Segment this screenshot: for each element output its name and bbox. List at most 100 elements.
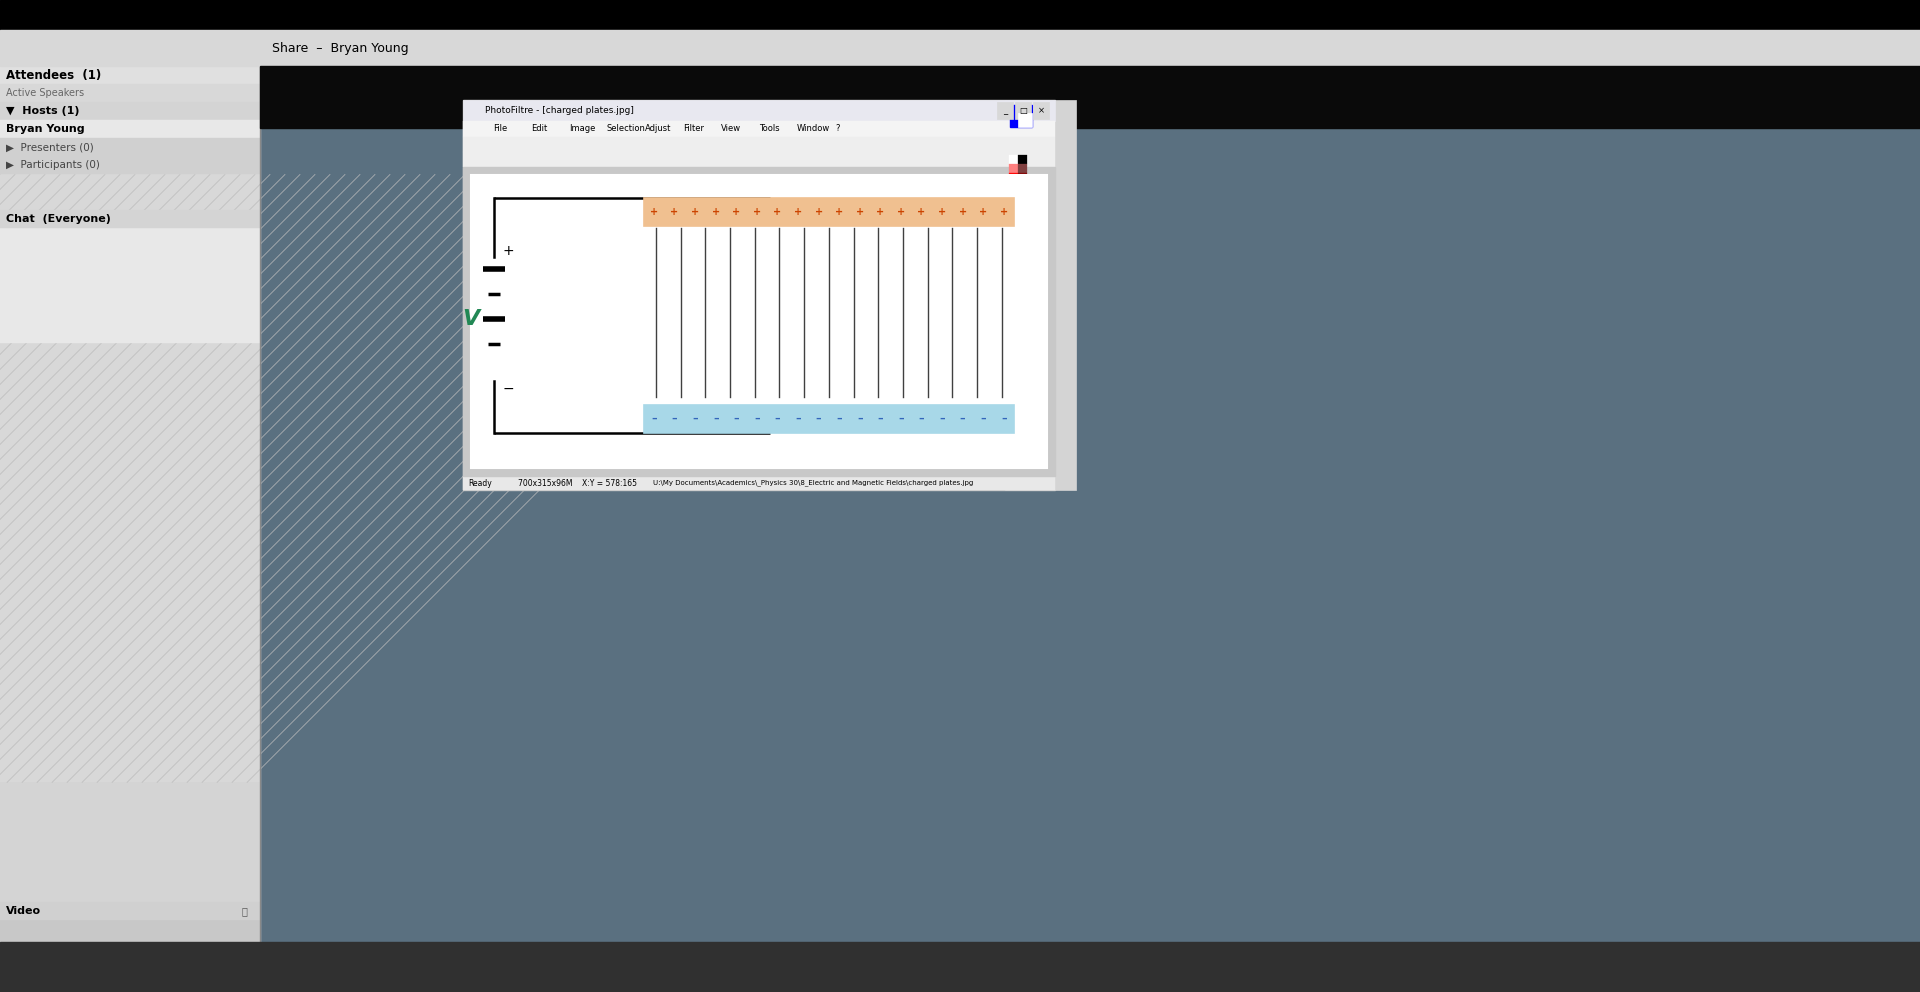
Bar (643, 198, 1014, 226)
Bar (0, 30, 1920, 66)
Bar (1018, 200, 1027, 209)
Bar (1008, 249, 1021, 260)
Bar (0, 84, 259, 102)
Text: –: – (712, 414, 718, 424)
Bar (463, 152, 1054, 167)
Text: ?: ? (835, 124, 839, 134)
Text: –: – (939, 414, 945, 424)
Bar (0, 157, 259, 175)
Bar (1025, 291, 1039, 302)
Text: +: + (774, 207, 781, 217)
Bar (1018, 113, 1031, 127)
Bar (1018, 155, 1027, 164)
Text: –: – (960, 414, 966, 424)
Text: Ready: Ready (468, 478, 492, 488)
Text: –: – (981, 414, 987, 424)
Text: +: + (979, 207, 987, 217)
Text: –: – (837, 414, 843, 424)
Text: –: – (755, 414, 760, 424)
Bar (1008, 319, 1021, 330)
Text: ▼  Hosts (1): ▼ Hosts (1) (6, 106, 79, 116)
Text: Edit: Edit (532, 124, 547, 134)
Text: ▶  Presenters (0): ▶ Presenters (0) (6, 143, 94, 153)
Text: –: – (899, 414, 904, 424)
Text: –: – (774, 414, 780, 424)
Bar (1008, 218, 1018, 227)
Bar (1025, 277, 1039, 288)
Bar (1008, 305, 1021, 316)
Text: □: □ (1020, 106, 1027, 115)
Bar (463, 476, 1054, 490)
Bar (1018, 182, 1027, 191)
Text: +: + (649, 207, 659, 217)
Bar (463, 167, 1054, 476)
Text: Image: Image (568, 124, 595, 134)
Bar (1008, 155, 1018, 164)
Text: +: + (795, 207, 803, 217)
Bar (1008, 173, 1018, 182)
Bar (1010, 105, 1031, 127)
Text: +: + (712, 207, 720, 217)
Text: –: – (733, 414, 739, 424)
Bar (259, 66, 1920, 128)
Bar (0, 66, 259, 84)
Text: Share  –  Bryan Young: Share – Bryan Young (273, 42, 409, 55)
Bar (0, 227, 259, 342)
Text: +: + (835, 207, 843, 217)
Bar (1008, 263, 1021, 274)
Text: +: + (897, 207, 904, 217)
Text: –: – (856, 414, 862, 424)
Text: Bryan Young: Bryan Young (6, 124, 84, 135)
Text: Attendees  (1): Attendees (1) (6, 69, 102, 82)
Text: +: + (503, 244, 515, 258)
Text: Filter: Filter (684, 124, 705, 134)
Text: _: _ (1002, 106, 1006, 115)
Text: +: + (753, 207, 760, 217)
Text: Video: Video (6, 907, 40, 917)
Text: ⛶: ⛶ (242, 907, 248, 917)
Text: +: + (732, 207, 741, 217)
Text: V: V (463, 310, 480, 329)
Bar (463, 137, 1054, 152)
Bar (0, 66, 259, 942)
Bar (0, 0, 1920, 30)
Text: –: – (918, 414, 924, 424)
Text: +: + (876, 207, 885, 217)
Text: +: + (691, 207, 699, 217)
Text: Adjust: Adjust (645, 124, 672, 134)
Bar (1018, 191, 1027, 200)
Bar (463, 100, 1054, 121)
Bar (0, 175, 259, 783)
Bar (0, 921, 259, 960)
Text: –: – (651, 414, 657, 424)
Bar (1008, 235, 1021, 246)
Text: +: + (958, 207, 966, 217)
Bar (0, 209, 259, 227)
Bar (1018, 173, 1027, 182)
Text: –: – (672, 414, 678, 424)
Text: –: – (1000, 414, 1006, 424)
Text: –: – (816, 414, 822, 424)
Bar (1025, 333, 1039, 344)
Bar (0, 120, 259, 139)
Text: ▶  Participants (0): ▶ Participants (0) (6, 161, 100, 171)
Bar (1008, 209, 1018, 218)
Bar (463, 121, 1054, 137)
Bar (1025, 235, 1039, 246)
Bar (1008, 191, 1018, 200)
Bar (1008, 164, 1018, 173)
Bar (1008, 333, 1021, 344)
Bar (0, 102, 259, 120)
Bar (1018, 209, 1027, 218)
Bar (1025, 319, 1039, 330)
Text: U:\My Documents\Academics\_Physics 30\8_Electric and Magnetic Fields\charged pla: U:\My Documents\Academics\_Physics 30\8_… (653, 480, 973, 486)
Bar (1018, 164, 1027, 173)
Text: Tools: Tools (758, 124, 780, 134)
Text: +: + (814, 207, 822, 217)
Text: Window: Window (797, 124, 829, 134)
Text: Chat  (Everyone): Chat (Everyone) (6, 213, 111, 223)
Bar (0, 139, 259, 157)
Text: Selection: Selection (607, 124, 645, 134)
Text: View: View (720, 124, 741, 134)
Bar (1033, 102, 1048, 119)
